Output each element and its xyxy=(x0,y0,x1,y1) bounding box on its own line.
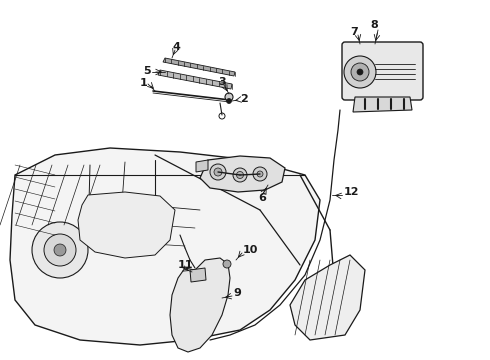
Circle shape xyxy=(357,69,363,75)
Text: 3: 3 xyxy=(218,77,225,87)
Polygon shape xyxy=(10,148,320,345)
FancyBboxPatch shape xyxy=(217,256,238,273)
Polygon shape xyxy=(290,255,365,340)
Circle shape xyxy=(226,99,231,104)
Circle shape xyxy=(344,56,376,88)
Polygon shape xyxy=(190,268,206,282)
Circle shape xyxy=(225,93,233,101)
Polygon shape xyxy=(170,258,230,352)
Text: 11: 11 xyxy=(178,260,194,270)
Polygon shape xyxy=(78,192,175,258)
Polygon shape xyxy=(353,97,412,112)
Circle shape xyxy=(44,234,76,266)
Circle shape xyxy=(257,171,263,177)
Text: 12: 12 xyxy=(344,187,360,197)
Circle shape xyxy=(351,63,369,81)
Circle shape xyxy=(54,244,66,256)
Polygon shape xyxy=(196,160,208,172)
Text: 8: 8 xyxy=(370,20,378,30)
Text: 9: 9 xyxy=(233,288,241,298)
Text: 7: 7 xyxy=(350,27,358,37)
Text: 10: 10 xyxy=(243,245,258,255)
Text: 5: 5 xyxy=(143,66,150,76)
Circle shape xyxy=(32,222,88,278)
Polygon shape xyxy=(200,156,285,192)
Circle shape xyxy=(223,260,231,268)
Polygon shape xyxy=(158,70,232,89)
Circle shape xyxy=(214,168,222,176)
Text: 1: 1 xyxy=(140,78,148,88)
Text: 2: 2 xyxy=(240,94,248,104)
Circle shape xyxy=(210,164,226,180)
Circle shape xyxy=(253,167,267,181)
Circle shape xyxy=(237,171,244,179)
Polygon shape xyxy=(163,58,235,76)
Text: 4: 4 xyxy=(172,42,180,52)
Circle shape xyxy=(233,168,247,182)
Text: 6: 6 xyxy=(258,193,266,203)
FancyBboxPatch shape xyxy=(342,42,423,100)
